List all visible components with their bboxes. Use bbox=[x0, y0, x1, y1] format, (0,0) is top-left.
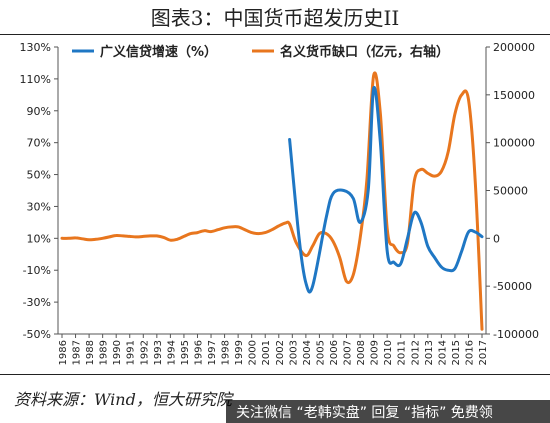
y-left-tick-label: -10% bbox=[23, 264, 51, 277]
watermark-banner bbox=[226, 400, 550, 423]
x-tick-label: 1998 bbox=[221, 340, 232, 365]
source-divider bbox=[0, 374, 550, 375]
y-left-tick-label: 30% bbox=[27, 200, 51, 213]
x-tick-label: 2007 bbox=[343, 340, 354, 365]
x-tick-label: 2016 bbox=[464, 340, 475, 365]
y-right-tick-label: 50000 bbox=[493, 185, 528, 198]
series-line-nominal-money-gap bbox=[60, 71, 484, 331]
x-tick-label: 1993 bbox=[153, 340, 164, 365]
source-note: 资料来源：Wind，恒大研究院 bbox=[14, 390, 232, 409]
y-right-tick-label: 200000 bbox=[493, 41, 535, 54]
title-divider bbox=[0, 34, 550, 35]
x-tick-label: 2017 bbox=[478, 340, 489, 365]
x-tick-label: 2001 bbox=[261, 340, 272, 365]
x-tick-label: 1990 bbox=[112, 340, 123, 365]
x-tick-label: 2006 bbox=[329, 340, 340, 365]
series-line-broad-credit-growth bbox=[288, 85, 484, 294]
y-right-tick-label: 150000 bbox=[493, 89, 535, 102]
y-right-tick-label: 100000 bbox=[493, 137, 535, 150]
chart-title: 图表3：中国货币超发历史II bbox=[150, 6, 400, 30]
x-tick-label: 1987 bbox=[72, 340, 83, 365]
x-tick-label: 2011 bbox=[397, 340, 408, 365]
y-right-tick-label: 0 bbox=[493, 232, 500, 245]
y-right-tick-label: -100000 bbox=[493, 328, 539, 341]
x-tick-label: 1995 bbox=[180, 340, 191, 365]
y-right-tick-label: -50000 bbox=[493, 280, 532, 293]
legend-item-nominal-money-gap-label: 名义货币缺口（亿元，右轴） bbox=[280, 44, 449, 60]
x-tick-label: 2013 bbox=[424, 340, 435, 365]
watermark-text: 关注微信 “老韩实盘” 回复 “指标” 免费领 bbox=[236, 405, 493, 421]
y-left-tick-label: -50% bbox=[23, 328, 51, 341]
x-tick-label: 2012 bbox=[410, 340, 421, 365]
x-tick-label: 2005 bbox=[315, 340, 326, 365]
x-tick-label: 2015 bbox=[451, 340, 462, 365]
x-tick-label: 1988 bbox=[85, 340, 96, 365]
x-tick-label: 2002 bbox=[275, 340, 286, 365]
x-tick-label: 1989 bbox=[99, 340, 110, 365]
x-tick-label: 2008 bbox=[356, 340, 367, 365]
legend-item-broad-credit-growth-label: 广义信贷增速（%） bbox=[100, 44, 217, 60]
x-tick-label: 1991 bbox=[126, 340, 137, 365]
y-left-tick-label: 10% bbox=[27, 232, 51, 245]
y-left-tick-label: 70% bbox=[27, 137, 51, 150]
x-tick-label: 2009 bbox=[370, 340, 381, 365]
x-tick-label: 2003 bbox=[288, 340, 299, 365]
y-left-tick-label: 110% bbox=[20, 73, 51, 86]
y-left-tick-label: 50% bbox=[27, 169, 51, 182]
x-tick-label: 1994 bbox=[166, 340, 177, 365]
y-left-tick-label: 130% bbox=[20, 41, 51, 54]
x-tick-label: 1996 bbox=[193, 340, 204, 365]
y-left-tick-label: 90% bbox=[27, 105, 51, 118]
x-tick-label: 2010 bbox=[383, 340, 394, 365]
x-tick-label: 2014 bbox=[437, 340, 448, 365]
x-tick-label: 1999 bbox=[234, 340, 245, 365]
x-tick-label: 1986 bbox=[58, 340, 69, 365]
x-tick-label: 1997 bbox=[207, 340, 218, 365]
x-tick-label: 2000 bbox=[248, 340, 259, 365]
x-tick-label: 1992 bbox=[139, 340, 150, 365]
x-tick-label: 2004 bbox=[302, 340, 313, 365]
y-left-tick-label: -30% bbox=[23, 296, 51, 309]
